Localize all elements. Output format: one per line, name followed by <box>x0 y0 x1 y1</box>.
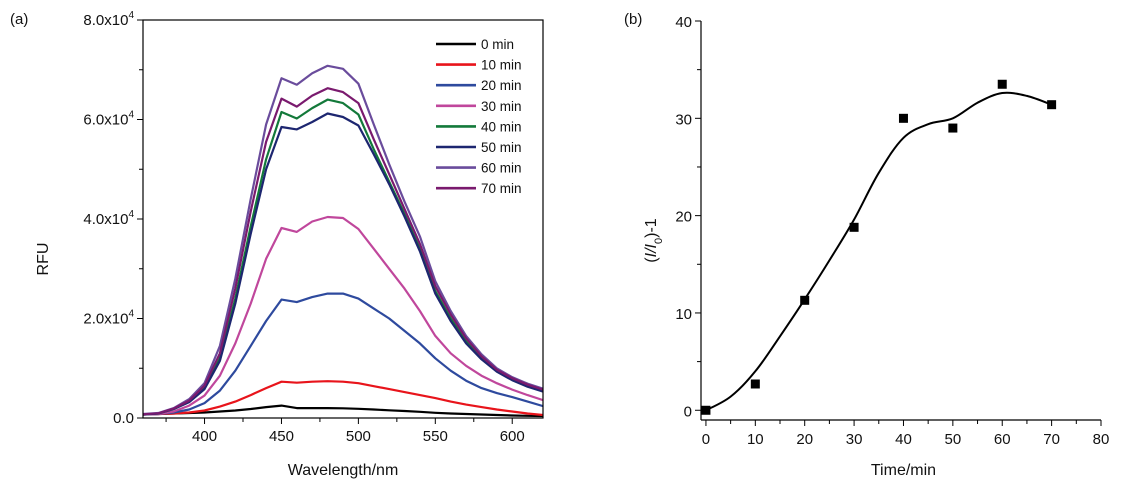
legend-item-30-min: 30 min <box>436 99 522 114</box>
x-tick-label: 450 <box>269 428 294 445</box>
legend-item-40-min: 40 min <box>436 119 522 134</box>
legend-label: 10 min <box>481 58 522 73</box>
panel-b-y-axis-title: (I/I0)-1 <box>643 218 665 262</box>
panel-a-legend: 0 min 10 min 20 min 30 min 40 min 50 min 60 mi… <box>436 37 522 196</box>
x-tick-label: 20 <box>796 431 813 448</box>
y-tick-label: 20 <box>675 209 692 226</box>
data-point <box>1047 100 1057 110</box>
y-tick-label: 40 <box>675 14 692 31</box>
panel-a-x-ticks: 400 450 500 550 600 <box>165 418 525 445</box>
fit-curve <box>705 91 1052 412</box>
panel-b-y-ticks: 0 10 20 30 40 <box>675 14 701 420</box>
y-tick-label: 10 <box>675 306 692 323</box>
legend-item-60-min: 60 min <box>436 161 522 176</box>
legend-item-70-min: 70 min <box>436 181 522 196</box>
y-tick-label: 8.0x104 <box>83 10 134 29</box>
series-line-0-min <box>143 404 543 418</box>
legend-item-0-min: 0 min <box>436 37 514 52</box>
panel-a-label: (a) <box>10 11 28 28</box>
legend-label: 40 min <box>481 119 522 134</box>
panel-a-y-axis-title: RFU <box>35 243 52 276</box>
series-line-30-min <box>143 215 543 416</box>
y-tick-label: 4.0x104 <box>83 209 134 228</box>
y-tick-label: 2.0x104 <box>83 309 134 328</box>
data-point <box>898 113 908 123</box>
panel-a-spectra: (a) 400 450 500 550 600 0.0 2.0x104 4.0x104 6.0… <box>10 10 544 479</box>
x-tick-label: 40 <box>895 431 912 448</box>
series-line-60-min <box>143 64 543 416</box>
spectra-series-group <box>143 64 543 418</box>
y-tick-label: 0.0 <box>113 410 134 427</box>
x-tick-label: 600 <box>500 428 525 445</box>
data-point <box>800 295 810 305</box>
legend-item-10-min: 10 min <box>436 58 522 73</box>
legend-item-50-min: 50 min <box>436 140 522 155</box>
panel-a-x-axis-title: Wavelength/nm <box>288 462 399 479</box>
x-tick-label: 400 <box>192 428 217 445</box>
ylabel-close: )-1 <box>643 218 660 238</box>
x-tick-label: 500 <box>346 428 371 445</box>
x-tick-label: 30 <box>846 431 863 448</box>
legend-label: 50 min <box>481 140 522 155</box>
x-tick-label: 550 <box>423 428 448 445</box>
series-line-20-min <box>143 292 543 416</box>
series-line-50-min <box>143 112 543 416</box>
y-tick-label: 0 <box>684 403 692 420</box>
ylabel-subscript: 0 <box>653 238 665 244</box>
x-tick-label: 70 <box>1043 431 1060 448</box>
x-tick-label: 0 <box>702 431 710 448</box>
panel-a-y-ticks: 0.0 2.0x104 4.0x104 6.0x104 8.0x104 <box>83 10 143 427</box>
series-line-10-min <box>143 380 543 417</box>
data-point <box>849 222 859 232</box>
data-points-group <box>701 79 1057 415</box>
x-tick-label: 60 <box>994 431 1011 448</box>
panel-b-axes <box>700 21 1101 421</box>
data-point <box>997 79 1007 89</box>
ylabel-i0: I <box>643 243 660 248</box>
y-tick-label: 6.0x104 <box>83 110 134 129</box>
panel-b-x-axis-title: Time/min <box>871 462 936 479</box>
legend-label: 20 min <box>481 78 522 93</box>
x-tick-label: 10 <box>747 431 764 448</box>
data-point <box>948 123 958 133</box>
ylabel-slash: / <box>643 247 660 254</box>
y-tick-label: 30 <box>675 111 692 128</box>
panel-b-kinetics: (b) 0 10 20 30 40 50 60 70 80 0 10 20 30 40 Time/min… <box>624 11 1109 479</box>
legend-label: 30 min <box>481 99 522 114</box>
panel-b-label: (b) <box>624 11 642 28</box>
data-point <box>750 379 760 389</box>
legend-label: 0 min <box>481 37 514 52</box>
legend-label: 60 min <box>481 161 522 176</box>
ylabel-open: ( <box>643 257 660 263</box>
data-point <box>701 405 711 415</box>
x-tick-label: 50 <box>945 431 962 448</box>
x-tick-label: 80 <box>1093 431 1110 448</box>
ylabel-i: I <box>643 252 660 257</box>
legend-label: 70 min <box>481 181 522 196</box>
panel-b-x-ticks: 0 10 20 30 40 50 60 70 80 <box>702 420 1110 448</box>
series-line-70-min <box>143 87 543 416</box>
legend-item-20-min: 20 min <box>436 78 522 93</box>
